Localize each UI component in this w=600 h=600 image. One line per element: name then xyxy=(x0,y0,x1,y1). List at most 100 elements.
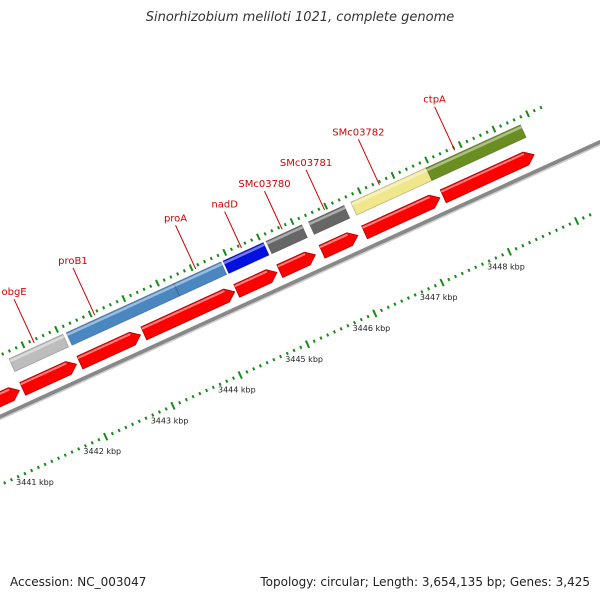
ruler-tick xyxy=(3,481,7,485)
gene-highlight-nadd xyxy=(223,243,265,265)
ruler-tick xyxy=(191,394,195,399)
upper-tick xyxy=(519,115,523,119)
ruler-tick xyxy=(198,391,202,396)
upper-tick xyxy=(108,302,112,307)
upper-tick xyxy=(20,341,26,349)
upper-tick xyxy=(229,247,233,252)
gene-label-obge[interactable]: obgE xyxy=(1,287,26,298)
ruler-tick xyxy=(70,450,74,454)
gene-label-smc03782[interactable]: SMc03782 xyxy=(332,127,384,138)
cds-highlight-2 xyxy=(77,333,131,360)
upper-tick xyxy=(81,315,85,319)
ruler-tick xyxy=(97,437,101,442)
upper-tick xyxy=(390,171,396,179)
gene-label-smc03780[interactable]: SMc03780 xyxy=(238,179,290,190)
ruler-tick xyxy=(581,216,585,220)
upper-tick xyxy=(270,229,274,233)
ruler-tick xyxy=(211,385,215,390)
ruler-tick xyxy=(137,419,141,424)
ruler-tick xyxy=(588,213,592,217)
ruler-tick xyxy=(170,401,176,410)
ruler-tick xyxy=(151,413,155,417)
upper-tick xyxy=(48,330,52,335)
ruler-tick xyxy=(420,290,424,294)
ruler-tick xyxy=(439,278,445,287)
ruler-tick xyxy=(474,265,478,270)
ruler-tick xyxy=(252,367,256,371)
upper-tick xyxy=(317,207,321,212)
ruler-tick xyxy=(366,314,370,319)
upper-tick xyxy=(14,346,18,350)
upper-tick xyxy=(102,306,106,310)
ruler-tick xyxy=(353,320,357,325)
ruler-tick xyxy=(501,253,505,257)
cds-arrow-6 xyxy=(318,232,359,259)
upper-tick xyxy=(222,248,228,256)
gene-label-proa[interactable]: proA xyxy=(164,213,187,224)
gene-bar-smc03781[interactable] xyxy=(307,204,351,236)
ruler-tick xyxy=(23,471,27,476)
map-title: Sinorhizobium meliloti 1021, complete ge… xyxy=(145,10,455,25)
cds-highlight-1 xyxy=(20,362,67,386)
upper-tick xyxy=(61,324,65,329)
gene-bar-smc03780[interactable] xyxy=(265,224,309,255)
gene-bar-proa[interactable] xyxy=(173,261,228,297)
leader-prob1 xyxy=(72,267,96,316)
ruler-tick xyxy=(319,336,323,340)
ruler-tick xyxy=(205,388,209,393)
upper-tick xyxy=(176,272,180,276)
gene-label-prob1[interactable]: proB1 xyxy=(58,256,88,267)
ruler-tick xyxy=(527,240,532,245)
upper-tick xyxy=(129,293,133,298)
upper-tick xyxy=(418,161,422,165)
ruler-tick xyxy=(494,256,498,260)
upper-tick xyxy=(532,108,536,113)
leader-proa xyxy=(175,225,197,270)
upper-tick xyxy=(364,185,368,190)
gene-highlight-ctpa xyxy=(426,125,522,172)
ruler-tick xyxy=(487,259,491,263)
ruler-tick xyxy=(285,351,289,356)
ruler-tick xyxy=(30,468,34,473)
ruler-tick xyxy=(568,222,572,226)
gene-highlight-smc03780 xyxy=(266,225,304,245)
upper-tick xyxy=(169,275,173,279)
upper-tick xyxy=(142,287,146,292)
gene-bar-obge[interactable] xyxy=(8,333,70,373)
upper-tick xyxy=(457,140,463,149)
ruler-tick xyxy=(506,247,512,256)
upper-tick xyxy=(263,232,267,236)
ruler-tick xyxy=(339,327,343,331)
upper-tick xyxy=(135,290,139,295)
cds-highlight-4 xyxy=(234,270,268,288)
gene-label-nadd[interactable]: nadD xyxy=(211,200,238,211)
ruler-label-3446: 3446 kbp xyxy=(353,324,391,333)
upper-tick xyxy=(75,318,79,322)
upper-tick xyxy=(472,136,476,141)
gene-bar-ctpa[interactable] xyxy=(425,124,527,182)
ruler-label-3441: 3441 kbp xyxy=(16,478,54,487)
cds-highlight-7 xyxy=(362,196,431,229)
cds-highlight-8 xyxy=(440,152,525,193)
ruler-tick xyxy=(245,370,249,374)
cds-highlight-6 xyxy=(319,233,349,249)
cds-arrow-7 xyxy=(361,194,441,240)
gene-label-smc03781[interactable]: SMc03781 xyxy=(280,158,332,169)
backbone-shadow xyxy=(0,144,600,421)
gene-label-ctpa[interactable]: ctpA xyxy=(423,95,446,106)
upper-tick xyxy=(404,167,408,171)
leader-obge xyxy=(13,298,35,344)
upper-tick xyxy=(216,253,220,258)
ruler-tick xyxy=(554,228,558,233)
upper-tick xyxy=(95,309,99,313)
ruler-tick xyxy=(312,339,316,343)
ruler-tick xyxy=(534,237,538,242)
upper-tick xyxy=(250,238,254,242)
ruler-tick xyxy=(90,441,94,445)
cds-track xyxy=(0,151,535,408)
upper-tick xyxy=(398,170,402,175)
upper-tick xyxy=(1,352,5,356)
ruler-tick xyxy=(467,268,471,273)
gene-bar-nadd[interactable] xyxy=(222,241,270,275)
